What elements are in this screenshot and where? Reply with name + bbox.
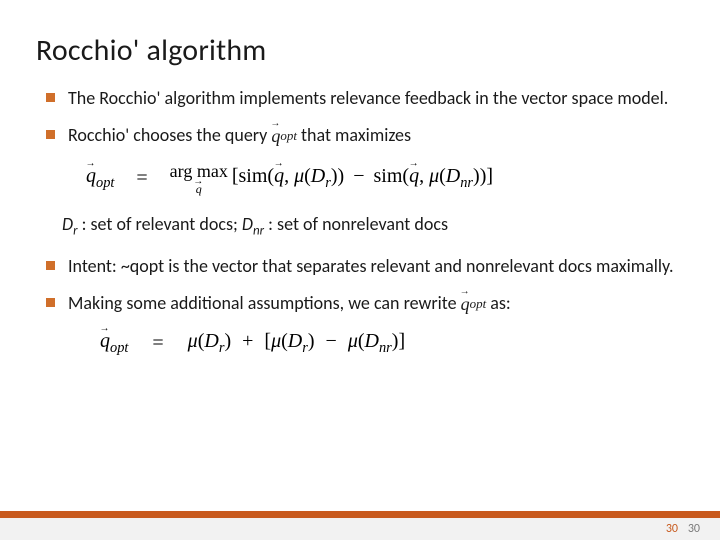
vec-arrow-icon: →	[409, 159, 419, 169]
vec-arrow-icon: →	[460, 287, 470, 297]
lp7: (	[358, 330, 365, 352]
vec-arrow-icon: →	[100, 324, 110, 334]
nrsub1: nr	[460, 175, 473, 191]
mu1: μ	[294, 165, 304, 187]
rp3: )	[473, 165, 480, 187]
inline-qopt-1: →qopt	[271, 125, 297, 148]
eq2-rhs: μ(Dr) + [μ(Dr) − μ(Dnr)]	[188, 330, 405, 357]
rp5: )	[224, 330, 231, 352]
mu2: μ	[429, 165, 439, 187]
comma: ,	[284, 165, 294, 187]
eq2-lhs: →qopt	[100, 330, 128, 357]
inline-qopt-2: →qopt	[461, 293, 487, 316]
slide-container: Rocchio' algorithm The Rocchio' algorith…	[0, 0, 720, 540]
bullet-4-post: as:	[490, 292, 510, 314]
Dr3: D	[288, 330, 302, 352]
mu5: μ	[348, 330, 358, 352]
bullet-list-2: Intent: ~qopt is the vector that separat…	[36, 255, 684, 316]
dnr-text: : set of nonrelevant docs	[264, 213, 448, 235]
comma2: ,	[419, 165, 429, 187]
rp1: )	[331, 165, 338, 187]
Dr2: D	[204, 330, 218, 352]
sim1: sim	[239, 165, 268, 187]
bullet-list: The Rocchio' algorithm implements releva…	[36, 87, 684, 148]
sim2: sim	[373, 165, 402, 187]
bullet-item-1: The Rocchio' algorithm implements releva…	[46, 87, 684, 110]
lp6: (	[281, 330, 288, 352]
Dr1: D	[311, 165, 325, 187]
lbrack: [	[232, 165, 239, 187]
bullet-item-2: Rocchio' chooses the query →qopt that ma…	[46, 124, 684, 148]
q-symbol: q	[271, 126, 280, 146]
bullet-1-text: The Rocchio' algorithm implements releva…	[68, 87, 668, 109]
equation-1: →qopt = arg max →q [sim(→q, μ(Dr)) − sim…	[86, 162, 684, 195]
nrsub2: nr	[379, 340, 392, 356]
vec-arrow-icon: →	[86, 159, 96, 169]
bullet-2-post: that maximizes	[301, 124, 411, 146]
q-sym2: q	[461, 294, 470, 314]
eq1-equals: =	[136, 167, 147, 190]
minus: −	[349, 165, 368, 187]
plus: +	[236, 330, 259, 352]
mu3: μ	[188, 330, 198, 352]
slide-title: Rocchio' algorithm	[36, 32, 684, 69]
vec-arrow-icon: →	[274, 159, 284, 169]
minus2: −	[320, 330, 343, 352]
definitions: Dr : set of relevant docs; Dnr : set of …	[62, 213, 684, 240]
dnr-label: D	[242, 213, 253, 235]
argmax-under: →q	[196, 183, 202, 195]
lp4: (	[439, 165, 446, 187]
dr-text: : set of relevant docs;	[78, 213, 242, 235]
footer-accent-band	[0, 511, 720, 518]
bullet-item-3: Intent: ~qopt is the vector that separat…	[46, 255, 684, 278]
bullet-4-pre: Making some additional assumptions, we c…	[68, 292, 461, 314]
Dnr2: D	[365, 330, 379, 352]
vec-arrow-icon: →	[193, 177, 203, 187]
footer-bar	[0, 518, 720, 540]
page-number-gray: 30	[688, 522, 700, 536]
mu4: μ	[271, 330, 281, 352]
lp2: (	[304, 165, 311, 187]
opt-sub: opt	[280, 128, 297, 145]
bullet-item-4: Making some additional assumptions, we c…	[46, 292, 684, 316]
opt-sub3: opt	[110, 340, 128, 356]
rp2: )	[338, 165, 345, 187]
vec-arrow-icon: →	[270, 119, 280, 129]
opt-sub: opt	[96, 175, 114, 191]
argmax: arg max →q	[170, 162, 228, 195]
dr-label: D	[62, 213, 73, 235]
equation-2: →qopt = μ(Dr) + [μ(Dr) − μ(Dnr)]	[100, 330, 684, 357]
eq2-equals: =	[152, 332, 163, 355]
opt-sub2: opt	[470, 296, 487, 313]
rp6: )	[308, 330, 315, 352]
eq1-bracket-expr: [sim(→q, μ(Dr)) − sim(→q, μ(Dnr))]	[232, 165, 493, 192]
bullet-3-text: Intent: ~qopt is the vector that separat…	[68, 255, 674, 277]
eq1-lhs: →qopt	[86, 165, 114, 192]
Dnr1: D	[446, 165, 460, 187]
rbrack2: ]	[398, 330, 405, 352]
dnr-sub: nr	[253, 224, 264, 239]
page-number-accent: 30	[666, 522, 678, 536]
rbrack: ]	[486, 165, 493, 187]
bullet-2-pre: Rocchio' chooses the query	[68, 124, 271, 146]
eq1-rhs-wrap: arg max →q [sim(→q, μ(Dr)) − sim(→q, μ(D…	[170, 162, 493, 195]
